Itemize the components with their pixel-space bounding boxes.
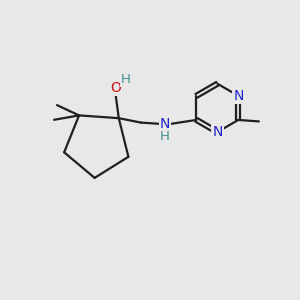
Text: H: H xyxy=(121,73,131,85)
Text: N: N xyxy=(233,89,244,103)
Text: H: H xyxy=(160,130,170,143)
Text: O: O xyxy=(110,81,121,95)
Text: N: N xyxy=(212,125,223,139)
Text: N: N xyxy=(160,117,170,131)
